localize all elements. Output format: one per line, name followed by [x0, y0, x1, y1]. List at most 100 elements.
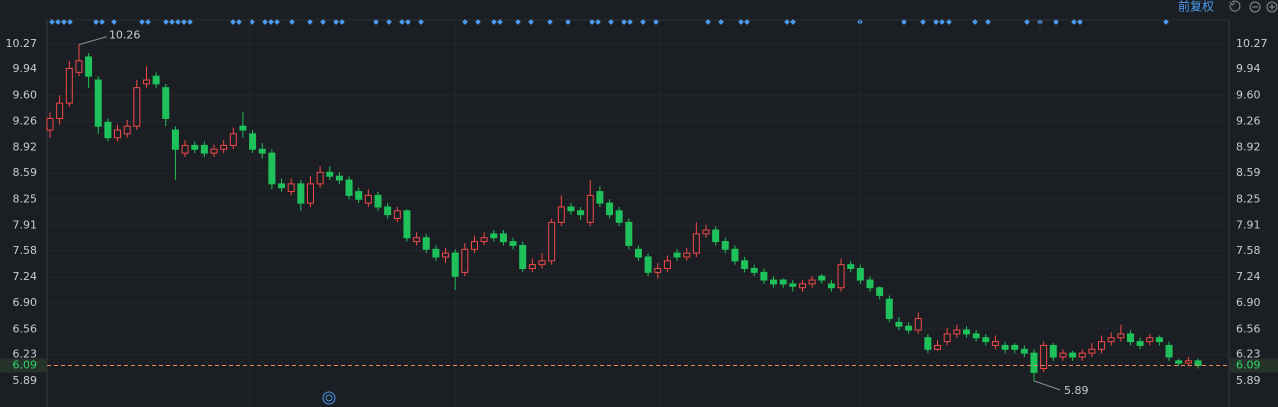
event-marker	[608, 19, 614, 25]
event-marker	[307, 19, 313, 25]
candle-body	[885, 298, 893, 320]
y-tick-label-right: 6.23	[1236, 348, 1261, 361]
candle-body	[712, 229, 720, 243]
y-tick-label: 8.59	[13, 166, 38, 179]
candle-body	[876, 287, 884, 296]
y-tick-label-right: 6.90	[1236, 296, 1261, 309]
y-tick-label-right: 10.27	[1236, 37, 1268, 50]
adjust-label[interactable]: 前复权	[1178, 0, 1214, 14]
candle-body	[760, 271, 768, 281]
candle-body	[123, 125, 131, 135]
candle-body	[1011, 344, 1019, 350]
event-marker	[169, 19, 175, 25]
candle-body	[1098, 341, 1106, 350]
candle-body	[306, 183, 314, 204]
y-tick-label-right: 9.60	[1236, 88, 1261, 101]
reset-icon[interactable]	[1229, 0, 1241, 12]
event-marker	[405, 19, 411, 25]
y-tick-label-right: 6.56	[1236, 322, 1261, 335]
candle-body	[142, 79, 150, 85]
zoom-out-icon[interactable]	[1249, 1, 1261, 13]
low-annotation: 5.89	[1064, 384, 1089, 397]
event-marker	[738, 19, 744, 25]
event-marker	[399, 19, 405, 25]
candle-body	[673, 252, 681, 258]
candle-body	[152, 75, 160, 85]
y-tick-label-right: 8.25	[1236, 192, 1261, 205]
candle-body	[943, 333, 951, 343]
candle-body	[480, 237, 488, 243]
y-tick-label-right: 9.94	[1236, 62, 1261, 75]
event-marker	[1053, 19, 1059, 25]
candle-body	[586, 194, 594, 223]
event-marker	[1163, 19, 1169, 25]
event-marker	[1024, 19, 1030, 25]
candle-body	[46, 117, 54, 131]
event-marker	[1077, 19, 1083, 25]
event-marker	[972, 19, 978, 25]
candle-body	[268, 152, 276, 185]
event-marker	[49, 19, 55, 25]
event-marker	[339, 19, 345, 25]
y-tick-label: 8.25	[13, 192, 38, 205]
candle-body	[1165, 344, 1173, 358]
candle-body	[721, 241, 729, 250]
event-marker	[268, 19, 274, 25]
candle-body	[374, 194, 382, 208]
y-tick-label: 7.24	[13, 270, 38, 283]
candle-body	[577, 210, 585, 216]
y-tick-label-right: 8.59	[1236, 166, 1261, 179]
event-marker	[99, 19, 105, 25]
candle-body	[287, 183, 295, 193]
event-marker	[718, 19, 724, 25]
last-price-label: 6.09	[13, 358, 38, 371]
y-tick-label-right: 7.24	[1236, 270, 1261, 283]
candle-body	[895, 321, 903, 327]
candle-body	[1107, 337, 1115, 343]
candle-body	[249, 133, 257, 150]
candle-body	[490, 233, 498, 239]
candle-body	[972, 333, 980, 339]
candle-body	[818, 275, 826, 281]
candle-body	[856, 268, 864, 281]
event-marker	[705, 19, 711, 25]
candle-body	[210, 148, 218, 154]
candle-body	[991, 341, 999, 346]
candle-body	[1146, 337, 1154, 343]
candle-body	[644, 256, 652, 273]
bottom-icon[interactable]	[322, 391, 336, 405]
y-tick-label: 6.90	[13, 296, 38, 309]
candle-body	[65, 67, 73, 104]
candle-body	[499, 233, 507, 243]
candle-body	[528, 264, 536, 270]
event-marker	[920, 19, 926, 25]
event-marker	[289, 19, 295, 25]
event-marker	[55, 19, 61, 25]
event-marker	[145, 19, 151, 25]
candle-body	[229, 133, 237, 146]
candle-body	[692, 233, 700, 254]
candle-body	[770, 279, 778, 285]
candle-body	[133, 87, 141, 127]
candle-body	[557, 206, 565, 223]
zoom-in-icon[interactable]	[1266, 1, 1278, 13]
y-tick-label: 7.91	[13, 218, 38, 231]
event-marker	[418, 19, 424, 25]
candle-body	[364, 194, 372, 204]
candle-body	[258, 148, 266, 154]
candle-body	[924, 337, 932, 350]
event-marker	[744, 19, 750, 25]
event-marker	[475, 19, 481, 25]
candle-body	[220, 144, 228, 150]
candle-body	[741, 260, 749, 270]
event-marker	[139, 19, 145, 25]
candle-body	[1184, 360, 1192, 364]
low-pointer	[1033, 380, 1061, 391]
event-marker	[939, 19, 945, 25]
candle-body	[1030, 352, 1038, 373]
event-marker	[790, 19, 796, 25]
event-marker	[111, 19, 117, 25]
candle-body	[171, 129, 179, 150]
event-marker	[901, 19, 907, 25]
candle-body	[779, 279, 787, 285]
